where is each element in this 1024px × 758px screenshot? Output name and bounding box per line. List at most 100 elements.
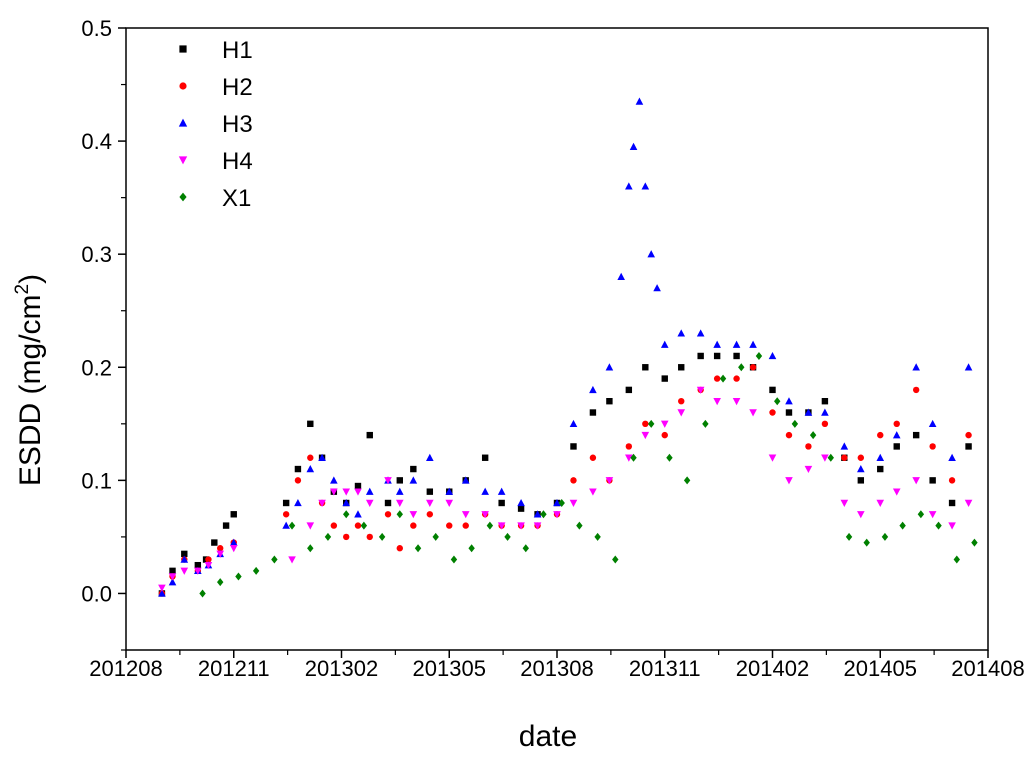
data-point-h3 (395, 487, 404, 495)
data-point-h1 (642, 364, 649, 371)
data-point-h1 (230, 511, 237, 518)
data-point-h1 (589, 409, 597, 416)
data-point-h3 (306, 465, 315, 473)
data-point-h2 (589, 454, 597, 461)
data-point-h3 (409, 476, 418, 484)
data-point-h1 (661, 375, 668, 382)
data-point-h1 (211, 539, 218, 546)
data-point-h1 (948, 499, 956, 507)
data-point-h2 (294, 477, 302, 484)
data-point-h4 (445, 499, 454, 507)
data-point-h4 (948, 522, 956, 530)
data-point-h4 (168, 573, 177, 581)
data-point-x1 (288, 521, 296, 530)
legend-marker-x1 (179, 192, 187, 202)
data-point-h2 (410, 522, 417, 529)
data-point-h2 (570, 477, 577, 484)
y-axis-title-close: ) (14, 274, 47, 284)
data-point-h3 (569, 419, 578, 428)
data-point-h4 (677, 409, 686, 417)
data-point-h2 (965, 431, 972, 439)
data-point-x1 (522, 544, 529, 553)
legend-marker-h2 (179, 82, 187, 90)
data-point-h3 (964, 363, 973, 371)
data-point-h3 (180, 555, 189, 563)
data-point-h4 (461, 511, 470, 519)
data-point-h1 (713, 352, 721, 360)
data-point-h3 (857, 465, 865, 473)
data-point-x1 (235, 572, 242, 581)
data-point-h4 (354, 488, 362, 496)
data-point-h4 (517, 522, 525, 530)
data-point-h3 (481, 487, 489, 495)
data-point-h1 (769, 386, 776, 394)
y-tick-label: 0.0 (81, 581, 112, 606)
data-point-h3 (318, 453, 326, 461)
data-point-x1 (486, 521, 494, 530)
data-point-h1 (282, 499, 290, 507)
data-point-h1 (426, 488, 434, 495)
data-point-x1 (738, 363, 745, 372)
legend-label-h4: H4 (222, 148, 253, 175)
data-point-x1 (396, 510, 403, 519)
data-point-h3 (641, 182, 650, 190)
data-point-h3 (696, 329, 705, 337)
data-point-h1 (785, 409, 793, 416)
data-point-h4 (409, 511, 418, 519)
data-point-h3 (785, 397, 793, 405)
data-point-h4 (204, 561, 213, 570)
data-point-h1 (929, 477, 936, 484)
data-point-h2 (396, 545, 403, 552)
data-point-h4 (589, 488, 597, 496)
data-point-h1 (498, 499, 505, 507)
data-point-h4 (605, 477, 614, 485)
data-point-h1 (606, 398, 613, 405)
data-point-h4 (318, 499, 326, 507)
data-point-h3 (749, 340, 757, 348)
data-point-x1 (953, 555, 960, 564)
data-point-h3 (605, 363, 614, 371)
data-point-x1 (594, 532, 601, 541)
data-point-h3 (629, 142, 638, 150)
data-point-h1 (697, 352, 704, 360)
data-point-h4 (194, 567, 202, 575)
data-point-h2 (661, 431, 668, 439)
data-point-h1 (410, 465, 417, 473)
data-point-h3 (497, 487, 506, 495)
data-point-h1 (384, 499, 392, 507)
data-point-h2 (446, 522, 453, 529)
x-tick-label: 201302 (305, 656, 378, 681)
series-x1 (199, 351, 978, 598)
data-point-h4 (481, 511, 489, 519)
data-point-h1 (517, 505, 525, 512)
data-point-h1 (678, 364, 685, 371)
data-point-h2 (307, 454, 314, 461)
y-tick-label: 0.1 (81, 468, 112, 493)
series-h3 (158, 97, 973, 597)
data-point-h4 (840, 499, 849, 507)
data-point-h1 (877, 465, 884, 473)
data-point-x1 (791, 419, 799, 428)
data-point-h3 (677, 329, 686, 337)
legend-marker-h4 (178, 156, 188, 165)
data-point-h4 (158, 584, 166, 592)
data-point-x1 (217, 578, 224, 587)
data-point-x1 (881, 532, 889, 541)
data-point-x1 (845, 532, 853, 541)
data-point-h4 (713, 398, 721, 406)
data-point-h2 (625, 443, 633, 450)
data-point-h3 (553, 498, 561, 507)
data-point-h3 (768, 351, 777, 360)
data-point-x1 (307, 544, 314, 553)
data-point-x1 (432, 532, 439, 541)
data-point-h4 (732, 398, 741, 406)
y-tick-label: 0.4 (81, 129, 112, 154)
data-point-h4 (426, 499, 434, 507)
data-point-h3 (732, 340, 741, 348)
data-point-x1 (414, 544, 422, 553)
data-point-h3 (426, 453, 434, 461)
legend-marker-h1 (179, 45, 187, 53)
data-point-h4 (384, 477, 392, 485)
data-point-h2 (282, 511, 290, 518)
data-point-h1 (481, 454, 489, 461)
